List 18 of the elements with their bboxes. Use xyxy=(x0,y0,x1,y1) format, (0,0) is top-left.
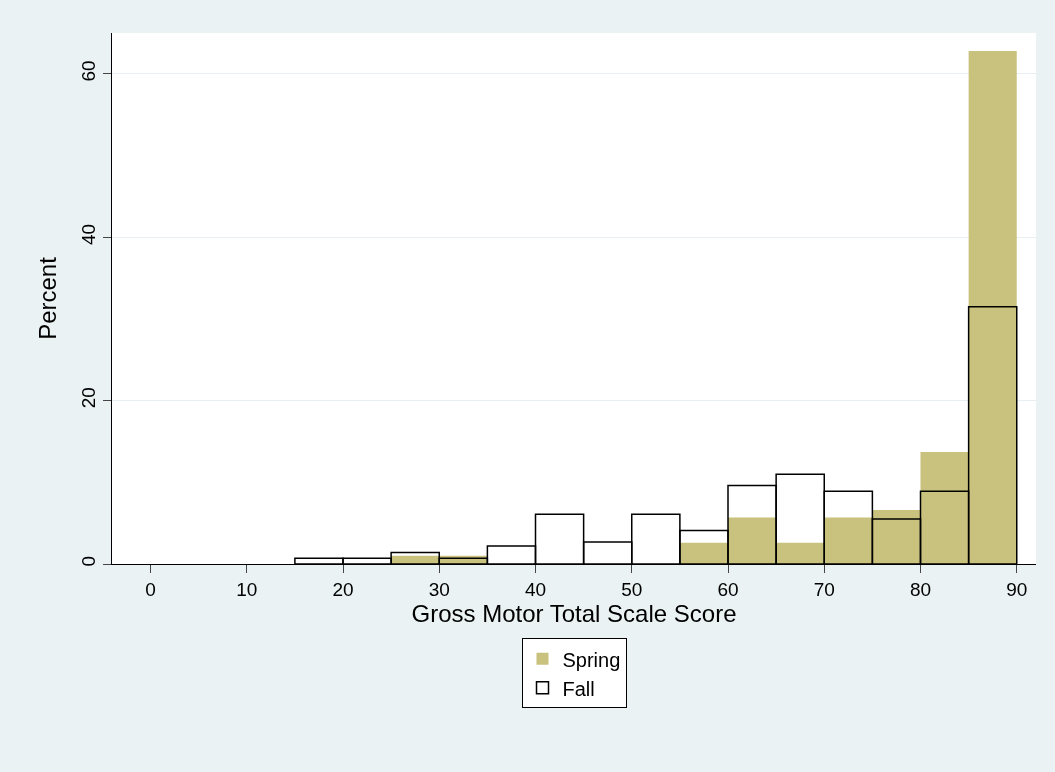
x-tick-label: 80 xyxy=(909,578,932,600)
x-tick-label: 20 xyxy=(332,578,354,600)
legend-label: Fall xyxy=(562,677,595,700)
y-tick-label: 60 xyxy=(78,60,100,82)
legend-label: Spring xyxy=(562,648,621,671)
y-tick-label: 20 xyxy=(78,387,100,409)
y-tick-label: 0 xyxy=(78,555,100,567)
y-axis-title: Percent xyxy=(33,256,61,340)
x-axis-title: Gross Motor Total Scale Score xyxy=(411,599,737,627)
x-tick-label: 40 xyxy=(524,578,547,600)
x-tick-label: 10 xyxy=(236,578,258,600)
x-tick-label: 70 xyxy=(813,578,835,600)
x-tick-label: 90 xyxy=(1006,578,1028,600)
x-tick-label: 0 xyxy=(145,578,156,600)
x-tick-label: 30 xyxy=(428,578,450,600)
y-tick-label: 40 xyxy=(78,223,100,245)
x-tick-label: 60 xyxy=(717,578,739,600)
x-tick-label: 50 xyxy=(621,578,643,600)
